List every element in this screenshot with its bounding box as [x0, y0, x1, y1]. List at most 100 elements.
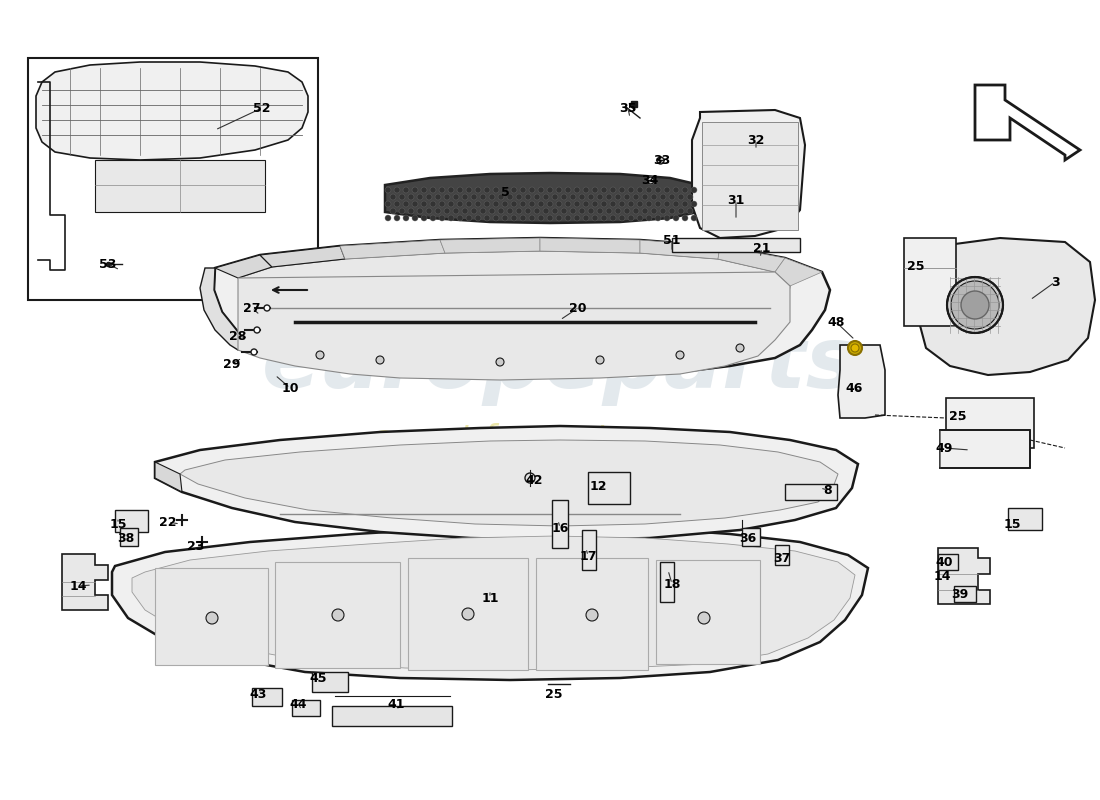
Circle shape: [574, 215, 580, 221]
Circle shape: [412, 187, 418, 193]
Circle shape: [462, 608, 474, 620]
Circle shape: [592, 215, 598, 221]
Circle shape: [480, 194, 486, 200]
Circle shape: [408, 194, 414, 200]
Circle shape: [654, 215, 661, 221]
Text: 40: 40: [935, 555, 953, 569]
Circle shape: [597, 208, 603, 214]
Circle shape: [385, 201, 390, 207]
Circle shape: [484, 187, 490, 193]
Circle shape: [642, 208, 648, 214]
Circle shape: [637, 201, 644, 207]
Polygon shape: [260, 246, 345, 267]
Circle shape: [606, 194, 612, 200]
Circle shape: [619, 215, 625, 221]
Circle shape: [498, 208, 504, 214]
Circle shape: [646, 215, 652, 221]
Text: 51: 51: [663, 234, 681, 246]
Circle shape: [264, 305, 270, 311]
Circle shape: [579, 194, 585, 200]
Circle shape: [529, 215, 535, 221]
Text: 34: 34: [641, 174, 659, 186]
Polygon shape: [36, 62, 308, 160]
Text: 39: 39: [952, 587, 969, 601]
Text: 31: 31: [727, 194, 745, 206]
Circle shape: [462, 208, 468, 214]
Circle shape: [543, 208, 549, 214]
Text: 42: 42: [526, 474, 542, 486]
Circle shape: [507, 194, 513, 200]
Circle shape: [574, 187, 580, 193]
Circle shape: [421, 201, 427, 207]
Circle shape: [597, 194, 603, 200]
Circle shape: [448, 201, 454, 207]
Circle shape: [534, 208, 540, 214]
Circle shape: [434, 194, 441, 200]
Polygon shape: [200, 268, 260, 350]
Bar: [588, 472, 630, 504]
Circle shape: [588, 208, 594, 214]
Text: 45: 45: [309, 671, 327, 685]
Circle shape: [628, 201, 634, 207]
Circle shape: [570, 194, 576, 200]
Circle shape: [493, 201, 499, 207]
Circle shape: [453, 208, 459, 214]
Circle shape: [632, 194, 639, 200]
Circle shape: [332, 609, 344, 621]
Circle shape: [637, 215, 644, 221]
Circle shape: [619, 201, 625, 207]
Bar: [155, 568, 268, 665]
Circle shape: [556, 187, 562, 193]
Polygon shape: [132, 536, 855, 670]
Circle shape: [556, 215, 562, 221]
Circle shape: [660, 194, 666, 200]
Circle shape: [471, 194, 477, 200]
Polygon shape: [672, 238, 800, 252]
Circle shape: [673, 215, 679, 221]
Circle shape: [534, 194, 540, 200]
Circle shape: [632, 208, 639, 214]
Circle shape: [390, 194, 396, 200]
Circle shape: [439, 215, 446, 221]
Bar: [656, 560, 760, 664]
Circle shape: [512, 215, 517, 221]
Polygon shape: [238, 251, 790, 356]
Circle shape: [456, 187, 463, 193]
Circle shape: [848, 341, 862, 355]
Circle shape: [525, 473, 535, 483]
Circle shape: [206, 612, 218, 624]
Circle shape: [444, 194, 450, 200]
Bar: [582, 530, 596, 570]
Polygon shape: [155, 426, 858, 540]
Circle shape: [475, 215, 481, 221]
Circle shape: [466, 187, 472, 193]
Text: 16: 16: [551, 522, 569, 534]
Circle shape: [615, 208, 622, 214]
Circle shape: [394, 201, 400, 207]
Bar: [312, 672, 348, 692]
Circle shape: [399, 194, 405, 200]
Circle shape: [552, 208, 558, 214]
Bar: [275, 562, 400, 668]
Circle shape: [583, 187, 588, 193]
Circle shape: [399, 208, 405, 214]
Circle shape: [654, 201, 661, 207]
Circle shape: [385, 215, 390, 221]
Text: 43: 43: [250, 687, 266, 701]
Circle shape: [426, 194, 432, 200]
Circle shape: [660, 208, 666, 214]
Circle shape: [408, 208, 414, 214]
Polygon shape: [640, 240, 720, 259]
Polygon shape: [440, 238, 540, 253]
Circle shape: [480, 208, 486, 214]
Bar: [552, 500, 568, 548]
Circle shape: [475, 187, 481, 193]
Circle shape: [439, 187, 446, 193]
Circle shape: [456, 201, 463, 207]
Circle shape: [466, 201, 472, 207]
Circle shape: [444, 208, 450, 214]
Circle shape: [394, 187, 400, 193]
Polygon shape: [238, 272, 790, 380]
Text: 5: 5: [500, 186, 509, 199]
Circle shape: [456, 215, 463, 221]
